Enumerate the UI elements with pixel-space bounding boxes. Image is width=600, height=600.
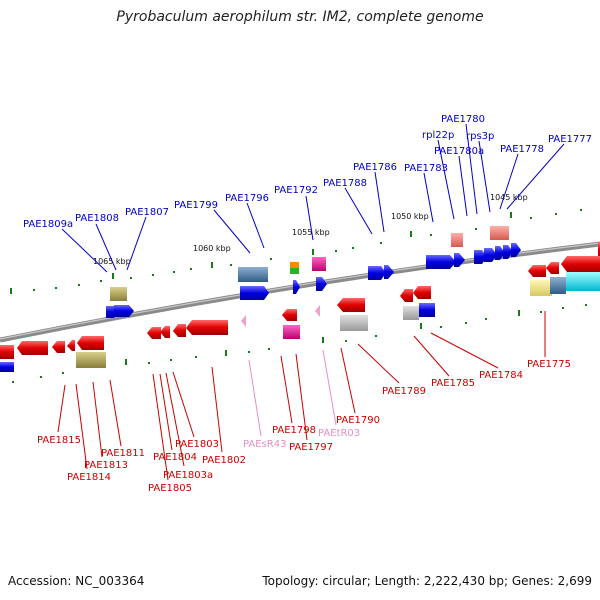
gene-arrow[interactable] (77, 336, 104, 350)
gene-label[interactable]: PAE1811 (101, 448, 145, 459)
gene-arrow[interactable] (454, 253, 465, 267)
gene-arrow[interactable] (400, 289, 413, 302)
gene-arrow[interactable] (368, 266, 386, 280)
gene-label[interactable]: PAE1809a (23, 219, 73, 230)
gene-label[interactable]: PAE1808 (75, 213, 119, 224)
gene-label[interactable]: PAE1784 (479, 370, 523, 381)
rna-label[interactable]: PAEsR43 (243, 439, 286, 450)
gene-feature-yellow[interactable] (530, 280, 552, 296)
gene-arrow[interactable] (337, 298, 365, 312)
scale-tick-1060: 1060 kbp (193, 244, 231, 253)
gene-feature-salmon[interactable] (490, 226, 509, 240)
gene-arrow[interactable] (484, 248, 497, 262)
gene-feature-gray[interactable] (340, 315, 368, 331)
map-title: Pyrobaculum aerophilum str. IM2, complet… (116, 9, 484, 25)
gene-feature-magenta[interactable] (312, 257, 326, 271)
gene-label[interactable]: PAE1799 (174, 200, 218, 211)
gene-label[interactable]: PAE1797 (289, 442, 333, 453)
gene-label[interactable]: rps3p (466, 131, 494, 142)
accession-text: Accession: NC_003364 (8, 574, 145, 588)
gene-feature-gray[interactable] (403, 306, 419, 320)
rna-label[interactable]: PAEtR03 (318, 428, 360, 439)
gene-label[interactable]: PAE1790 (336, 415, 380, 426)
gene-label[interactable]: PAE1778 (500, 144, 544, 155)
gene-feature-cyan[interactable] (566, 272, 600, 291)
gene-label[interactable]: rpl22p (422, 130, 454, 141)
tick-track-upper (10, 209, 582, 294)
gene-label[interactable]: PAE1803a (163, 470, 213, 481)
gene-arrow[interactable] (240, 286, 269, 300)
gene-feature-olive[interactable] (110, 287, 127, 301)
gene-arrow[interactable] (511, 243, 521, 257)
gene-arrow[interactable] (67, 340, 75, 351)
gene-arrow[interactable] (52, 341, 65, 353)
gene-label[interactable]: PAE1777 (548, 134, 592, 145)
gene-label[interactable]: PAE1805 (148, 483, 192, 494)
rna-feature[interactable] (241, 315, 246, 327)
gene-arrow[interactable] (17, 341, 48, 355)
forward-genes (106, 226, 600, 318)
gene-label[interactable]: PAE1786 (353, 162, 397, 173)
scale-tick-1045: 1045 kbp (490, 193, 528, 202)
tick-track-lower (12, 304, 587, 383)
gene-feature-olive[interactable] (76, 352, 106, 368)
reverse-leader-lines (57, 311, 546, 481)
gene-label[interactable]: PAE1815 (37, 435, 81, 446)
gene-arrow[interactable] (474, 250, 487, 264)
gene-arrow[interactable] (173, 324, 186, 337)
forward-leader-lines (61, 123, 565, 273)
reverse-genes (0, 256, 600, 372)
gene-arrow[interactable] (546, 262, 559, 274)
gene-arrow[interactable] (528, 265, 546, 277)
scale-tick-1050: 1050 kbp (391, 212, 429, 221)
gene-label[interactable]: PAE1798 (272, 425, 316, 436)
gene-label[interactable]: PAE1796 (225, 193, 269, 204)
gene-arrow[interactable] (413, 286, 431, 299)
gene-arrow[interactable] (293, 280, 300, 294)
gene-label[interactable]: PAE1803 (175, 439, 219, 450)
gene-feature-magenta[interactable] (283, 325, 300, 339)
gene-arrow[interactable] (503, 245, 513, 259)
gene-feature-orange[interactable] (290, 262, 299, 268)
gene-feature-salmon[interactable] (451, 233, 463, 247)
gene-label[interactable]: PAE1813 (84, 460, 128, 471)
forward-gene-labels: PAE1809a PAE1808 PAE1807 PAE1799 PAE1796… (23, 114, 592, 230)
gene-label[interactable]: PAE1807 (125, 207, 169, 218)
gene-label[interactable]: PAE1783 (404, 163, 448, 174)
gene-label[interactable]: PAE1780 (441, 114, 485, 125)
gene-feature-blue[interactable] (0, 362, 14, 372)
gene-arrow[interactable] (147, 327, 161, 339)
gene-label[interactable]: PAE1785 (431, 378, 475, 389)
gene-label[interactable]: PAE1814 (67, 472, 111, 483)
gene-label[interactable]: PAE1804 (153, 452, 197, 463)
gene-arrow[interactable] (0, 345, 14, 359)
gene-arrow[interactable] (316, 277, 327, 291)
gene-arrow[interactable] (495, 246, 505, 260)
gene-feature-steel[interactable] (550, 277, 566, 294)
gene-feature-blue[interactable] (419, 303, 435, 317)
gene-feature-green[interactable] (290, 268, 299, 274)
gene-arrow[interactable] (160, 326, 170, 338)
gene-feature-steel[interactable] (238, 267, 268, 282)
gene-arrow[interactable] (126, 305, 134, 317)
gene-label[interactable]: PAE1775 (527, 359, 571, 370)
gene-arrow[interactable] (282, 309, 297, 321)
gene-arrow[interactable] (384, 265, 394, 279)
gene-label[interactable]: PAE1780a (434, 146, 484, 157)
gene-label[interactable]: PAE1788 (323, 178, 367, 189)
gene-arrow[interactable] (186, 320, 228, 335)
genome-summary-text: Topology: circular; Length: 2,222,430 bp… (262, 574, 592, 588)
scale-tick-1055: 1055 kbp (292, 228, 330, 237)
gene-label[interactable]: PAE1789 (382, 386, 426, 397)
reverse-gene-labels: PAE1815 PAE1814 PAE1813 PAE1811 PAE1805 … (37, 359, 571, 494)
gene-arrow[interactable] (561, 256, 600, 272)
rna-feature[interactable] (315, 305, 320, 317)
gene-label[interactable]: PAE1802 (202, 455, 246, 466)
gene-arrow[interactable] (426, 255, 456, 269)
gene-label[interactable]: PAE1792 (274, 185, 318, 196)
